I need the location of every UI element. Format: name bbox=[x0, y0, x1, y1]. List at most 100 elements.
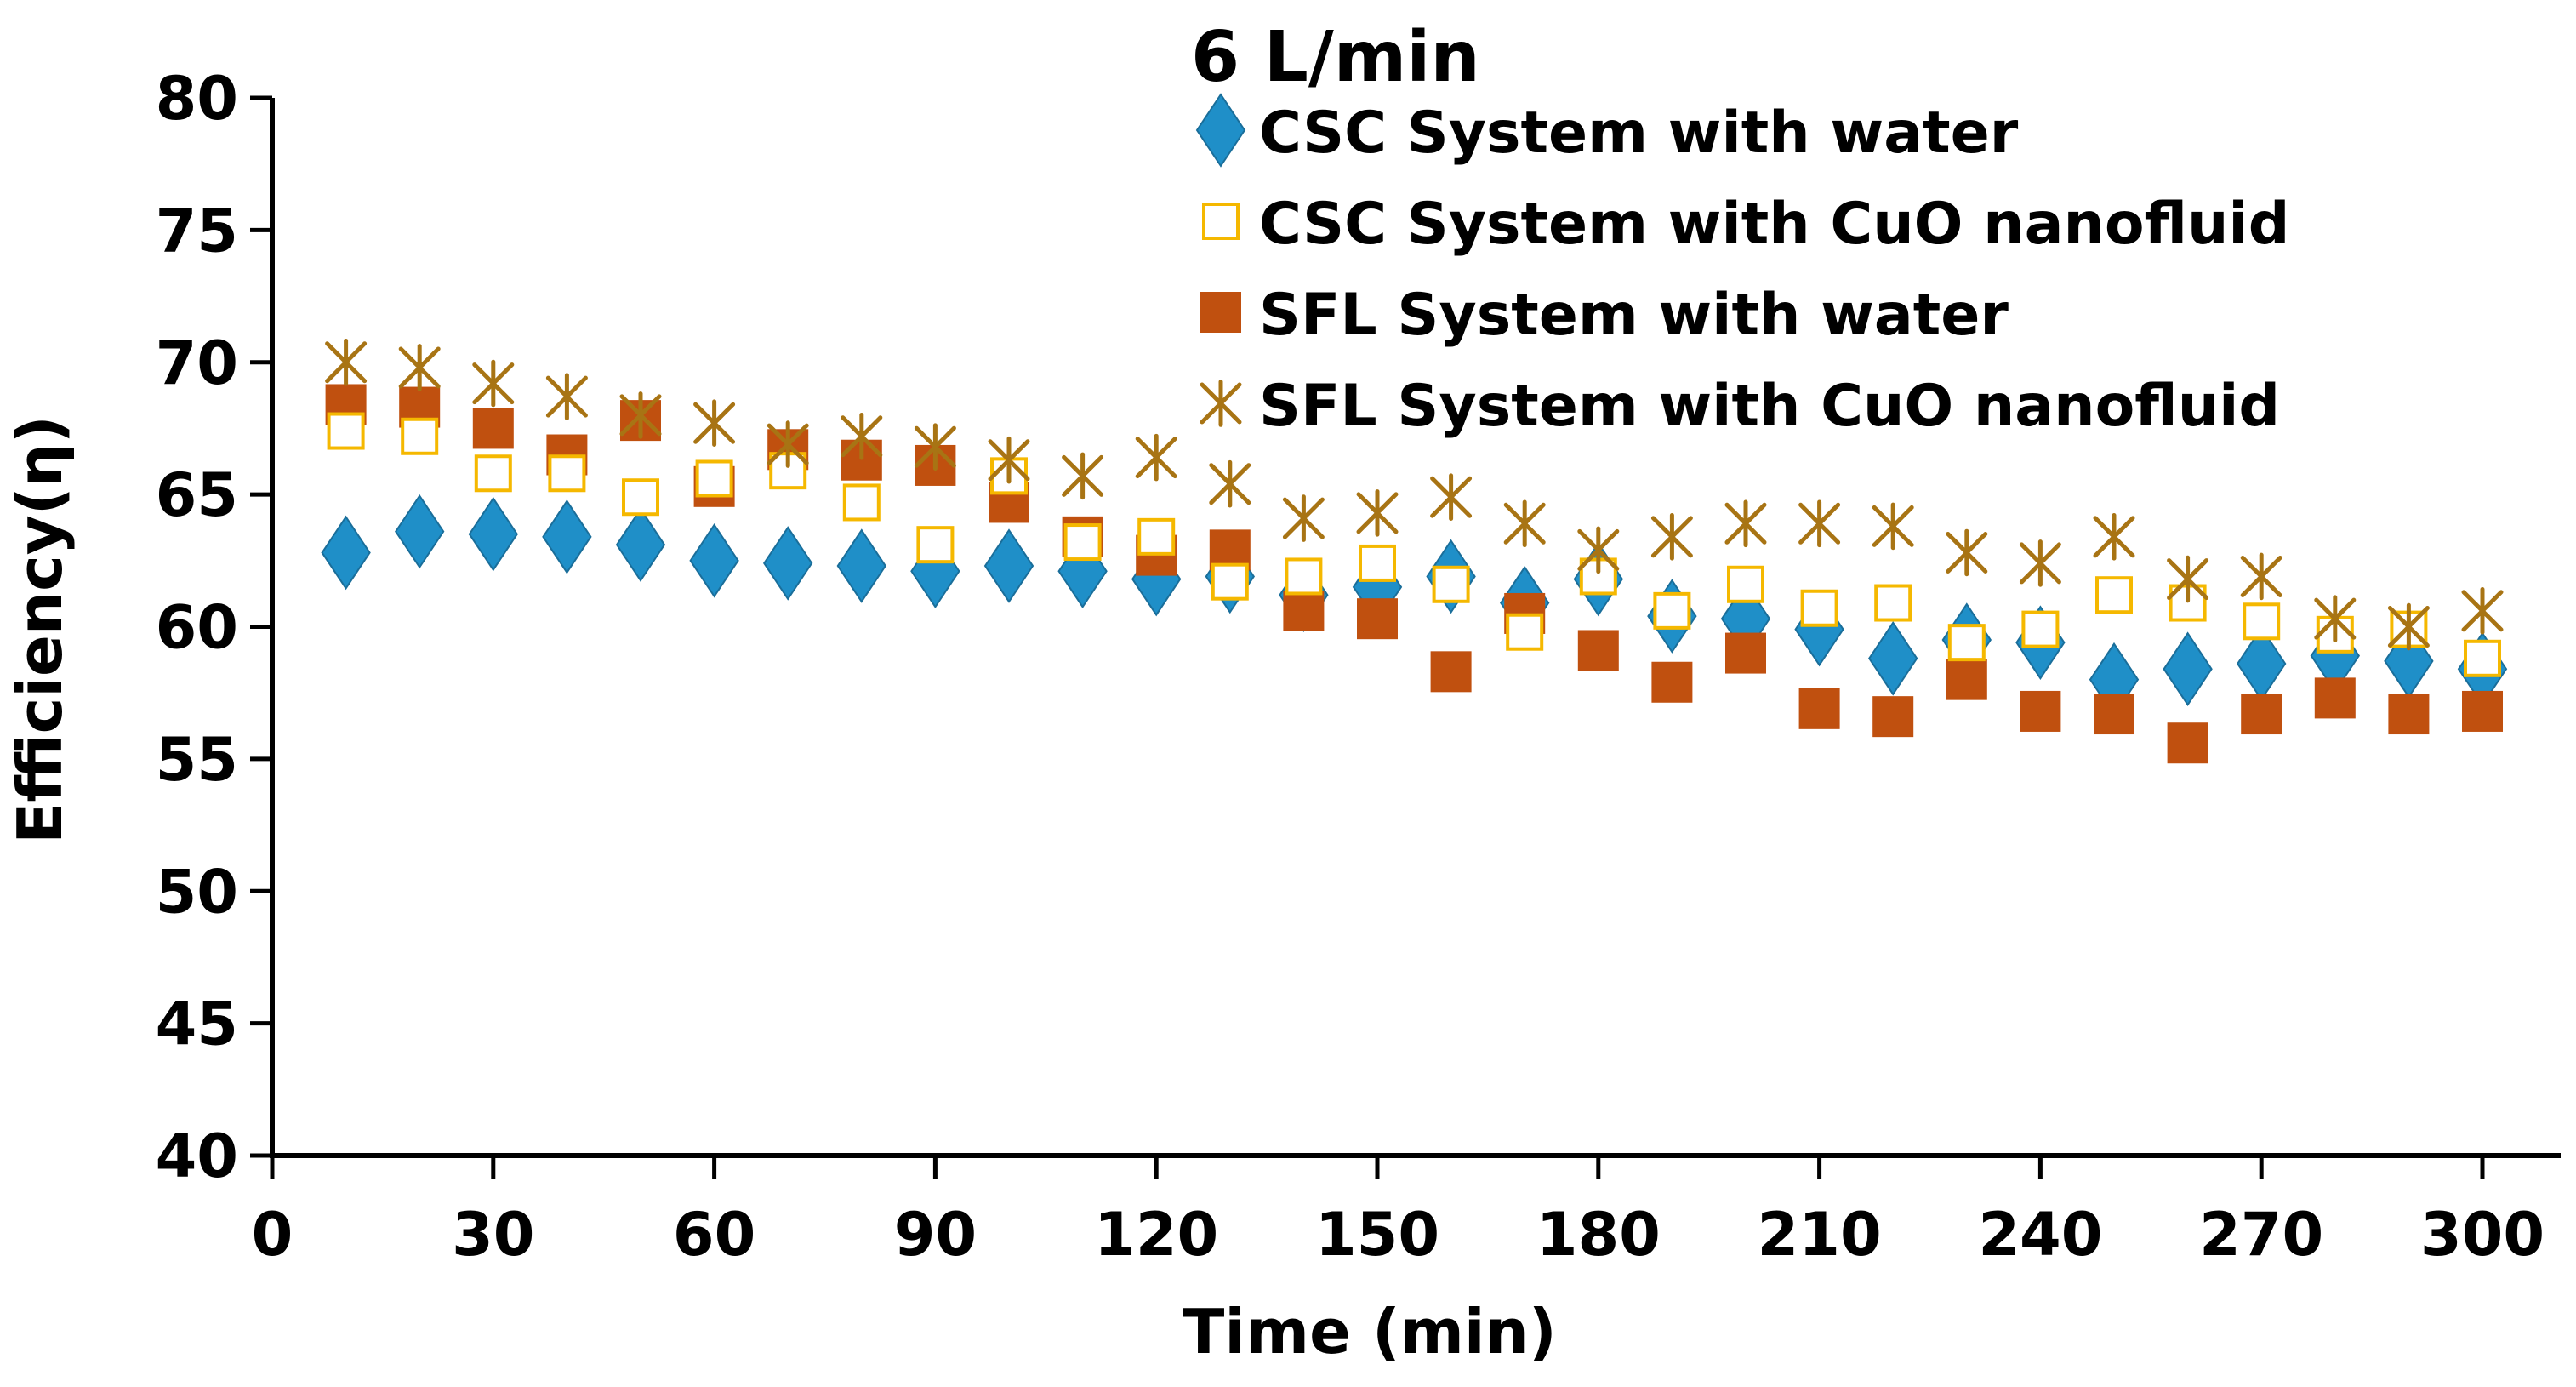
data-point bbox=[615, 507, 666, 582]
data-point bbox=[836, 528, 887, 603]
data-point bbox=[619, 391, 662, 439]
data-point bbox=[1874, 584, 1912, 622]
data-point bbox=[2388, 694, 2430, 735]
data-point bbox=[1430, 473, 1473, 522]
data-point bbox=[1650, 513, 1693, 561]
data-point bbox=[767, 420, 809, 468]
legend-item: CSC System with water bbox=[1195, 93, 2019, 168]
legend-label: CSC System with water bbox=[1259, 100, 2019, 167]
data-point bbox=[1798, 499, 1841, 548]
data-point bbox=[1577, 630, 1619, 671]
y-tick-label: 60 bbox=[156, 593, 238, 663]
x-tick-label: 240 bbox=[1978, 1200, 2102, 1270]
data-point bbox=[2240, 552, 2282, 601]
x-tick-label: 60 bbox=[673, 1200, 755, 1270]
data-point bbox=[762, 526, 813, 601]
data-point bbox=[2020, 690, 2061, 732]
data-point bbox=[841, 412, 883, 460]
data-point bbox=[474, 454, 512, 493]
y-tick-label: 65 bbox=[156, 460, 238, 530]
x-tick-label: 30 bbox=[452, 1200, 534, 1270]
legend-marker bbox=[1202, 203, 1240, 240]
data-point bbox=[1285, 557, 1323, 596]
y-tick-label: 70 bbox=[156, 328, 238, 398]
data-point bbox=[695, 459, 733, 498]
data-point bbox=[1430, 651, 1472, 693]
data-point bbox=[542, 499, 592, 574]
chart-title: 6 L/min bbox=[1191, 17, 1480, 98]
data-point bbox=[2464, 639, 2501, 677]
legend-label: SFL System with water bbox=[1259, 282, 2009, 349]
data-point bbox=[1867, 620, 1918, 696]
x-tick-label: 300 bbox=[2420, 1200, 2545, 1270]
x-axis-title: Time (min) bbox=[1183, 1296, 1557, 1367]
data-point bbox=[2167, 722, 2208, 764]
series-2 bbox=[327, 412, 2501, 677]
data-point bbox=[983, 528, 1034, 603]
data-point bbox=[1800, 589, 1838, 627]
data-point bbox=[1283, 590, 1325, 631]
data-point bbox=[1946, 659, 1987, 700]
data-point bbox=[1063, 523, 1102, 562]
data-point bbox=[1872, 502, 1914, 551]
data-point bbox=[2095, 576, 2133, 614]
y-tick-label: 75 bbox=[156, 196, 238, 265]
y-axis-title: Efficiency(η) bbox=[4, 415, 76, 844]
y-tick-label: 40 bbox=[156, 1122, 238, 1191]
data-point bbox=[1724, 499, 1767, 548]
legend-marker bbox=[1200, 380, 1242, 427]
data-point bbox=[1137, 517, 1176, 556]
data-point bbox=[1062, 452, 1104, 500]
data-point bbox=[1872, 696, 1914, 738]
data-point bbox=[1211, 562, 1249, 601]
y-axis-ticks: 40 45 50 55 60 65 70 75 80 bbox=[156, 64, 272, 1191]
plot-area: 40 45 50 55 60 65 70 75 80 0 30 60 90 120 150 180 210 24… bbox=[156, 64, 2561, 1270]
data-point bbox=[401, 417, 439, 455]
data-point bbox=[1653, 591, 1691, 630]
data-point bbox=[2093, 513, 2135, 561]
legend-marker bbox=[1195, 93, 1246, 168]
data-point bbox=[1356, 489, 1399, 537]
legend-marker bbox=[1200, 292, 1241, 333]
data-point bbox=[689, 523, 739, 598]
legend-label: CSC System with CuO nanofluid bbox=[1259, 191, 2289, 258]
data-point bbox=[2387, 602, 2430, 651]
data-point bbox=[1946, 528, 1988, 577]
data-point bbox=[1432, 565, 1470, 603]
data-point bbox=[693, 399, 736, 448]
data-point bbox=[548, 454, 586, 493]
x-tick-label: 0 bbox=[252, 1200, 294, 1270]
legend-item: CSC System with CuO nanofluid bbox=[1202, 191, 2289, 258]
data-point bbox=[2243, 602, 2281, 641]
data-point bbox=[394, 494, 445, 569]
legend-item: SFL System with water bbox=[1200, 282, 2009, 349]
data-point bbox=[472, 359, 515, 408]
data-point bbox=[1209, 459, 1251, 508]
data-point bbox=[398, 344, 441, 391]
data-point bbox=[2167, 555, 2209, 603]
data-point bbox=[1947, 624, 1986, 662]
data-point bbox=[1798, 688, 1840, 729]
data-point bbox=[2314, 595, 2357, 642]
data-point bbox=[327, 412, 365, 450]
data-point bbox=[2462, 690, 2503, 732]
series-4 bbox=[325, 338, 2504, 651]
y-tick-label: 50 bbox=[156, 857, 238, 927]
data-point bbox=[2461, 587, 2504, 635]
x-tick-label: 180 bbox=[1536, 1200, 1661, 1270]
x-tick-label: 90 bbox=[894, 1200, 977, 1270]
data-point bbox=[988, 436, 1030, 484]
data-point bbox=[2314, 677, 2356, 719]
x-tick-label: 150 bbox=[1315, 1200, 1439, 1270]
data-point bbox=[1651, 661, 1693, 703]
data-point bbox=[1727, 565, 1764, 603]
data-point bbox=[2163, 631, 2213, 707]
x-tick-label: 270 bbox=[2199, 1200, 2323, 1270]
x-axis-ticks: 0 30 60 90 120 150 180 210 240 270 300 bbox=[252, 1156, 2545, 1270]
series-3 bbox=[325, 384, 2503, 764]
data-point bbox=[1282, 494, 1325, 542]
data-point bbox=[321, 515, 371, 591]
data-point bbox=[1357, 598, 1398, 640]
data-point bbox=[2021, 610, 2060, 648]
